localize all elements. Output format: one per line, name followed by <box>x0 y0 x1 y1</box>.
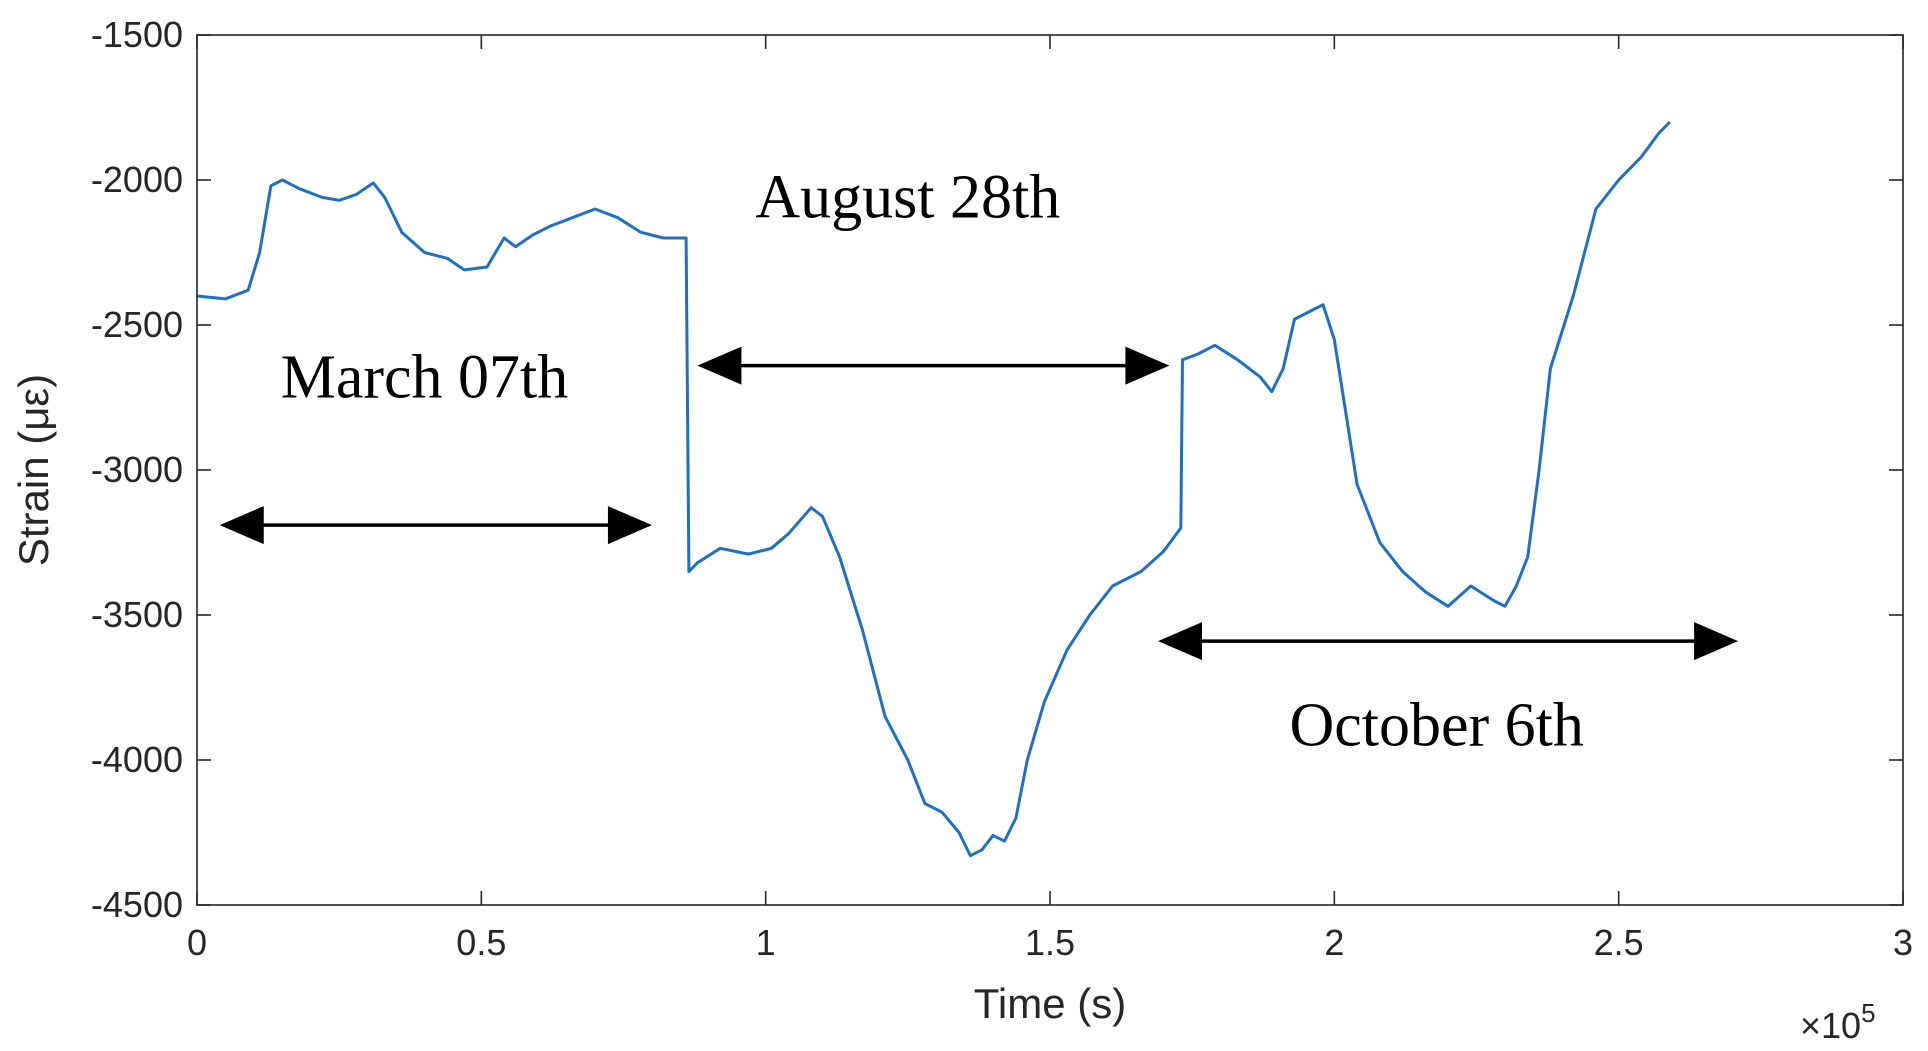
x-tick-label: 3 <box>1893 922 1913 963</box>
y-axis-title: Strain (με) <box>10 374 57 566</box>
annotation-arrows <box>219 346 1739 661</box>
x-axis-exponent: ×105 <box>1800 998 1876 1046</box>
arrow-head-left <box>697 346 742 385</box>
y-tick-label: -4000 <box>91 739 183 780</box>
date-annotation: October 6th <box>1289 692 1583 760</box>
y-tick-label: -3000 <box>91 449 183 490</box>
date-annotation: March 07th <box>281 344 569 412</box>
date-annotation: August 28th <box>755 164 1060 232</box>
x-tick-label: 1 <box>756 922 776 963</box>
annotations: March 07th August 28th October 6th <box>281 164 1584 760</box>
y-tick-label: -2500 <box>91 304 183 345</box>
y-tick-label: -1500 <box>91 14 183 55</box>
arrow-head-right <box>607 506 652 545</box>
arrow-head-right <box>1694 622 1739 661</box>
x-tick-label: 1.5 <box>1025 922 1075 963</box>
x-tick-label: 2 <box>1324 922 1344 963</box>
y-tick-label: -3500 <box>91 594 183 635</box>
arrow-head-left <box>1158 622 1203 661</box>
x-axis-exponent-power: 5 <box>1861 998 1875 1028</box>
arrow-head-left <box>219 506 264 545</box>
strain-series-line <box>196 120 1671 858</box>
x-tick-label: 0.5 <box>456 922 506 963</box>
x-axis-exponent-base: ×10 <box>1800 1005 1861 1046</box>
x-tick-label: 2.5 <box>1594 922 1644 963</box>
y-axis-ticks: -1500 -2000 -2500 -3000 -3500 -4000 -4500 <box>91 14 1903 925</box>
x-axis-ticks: 0 0.5 1 1.5 2 2.5 3 <box>187 35 1913 963</box>
x-axis-title: Time (s) <box>974 980 1126 1027</box>
x-tick-label: 0 <box>187 922 207 963</box>
y-tick-label: -4500 <box>91 884 183 925</box>
y-tick-label: -2000 <box>91 159 183 200</box>
arrow-head-right <box>1125 346 1170 385</box>
